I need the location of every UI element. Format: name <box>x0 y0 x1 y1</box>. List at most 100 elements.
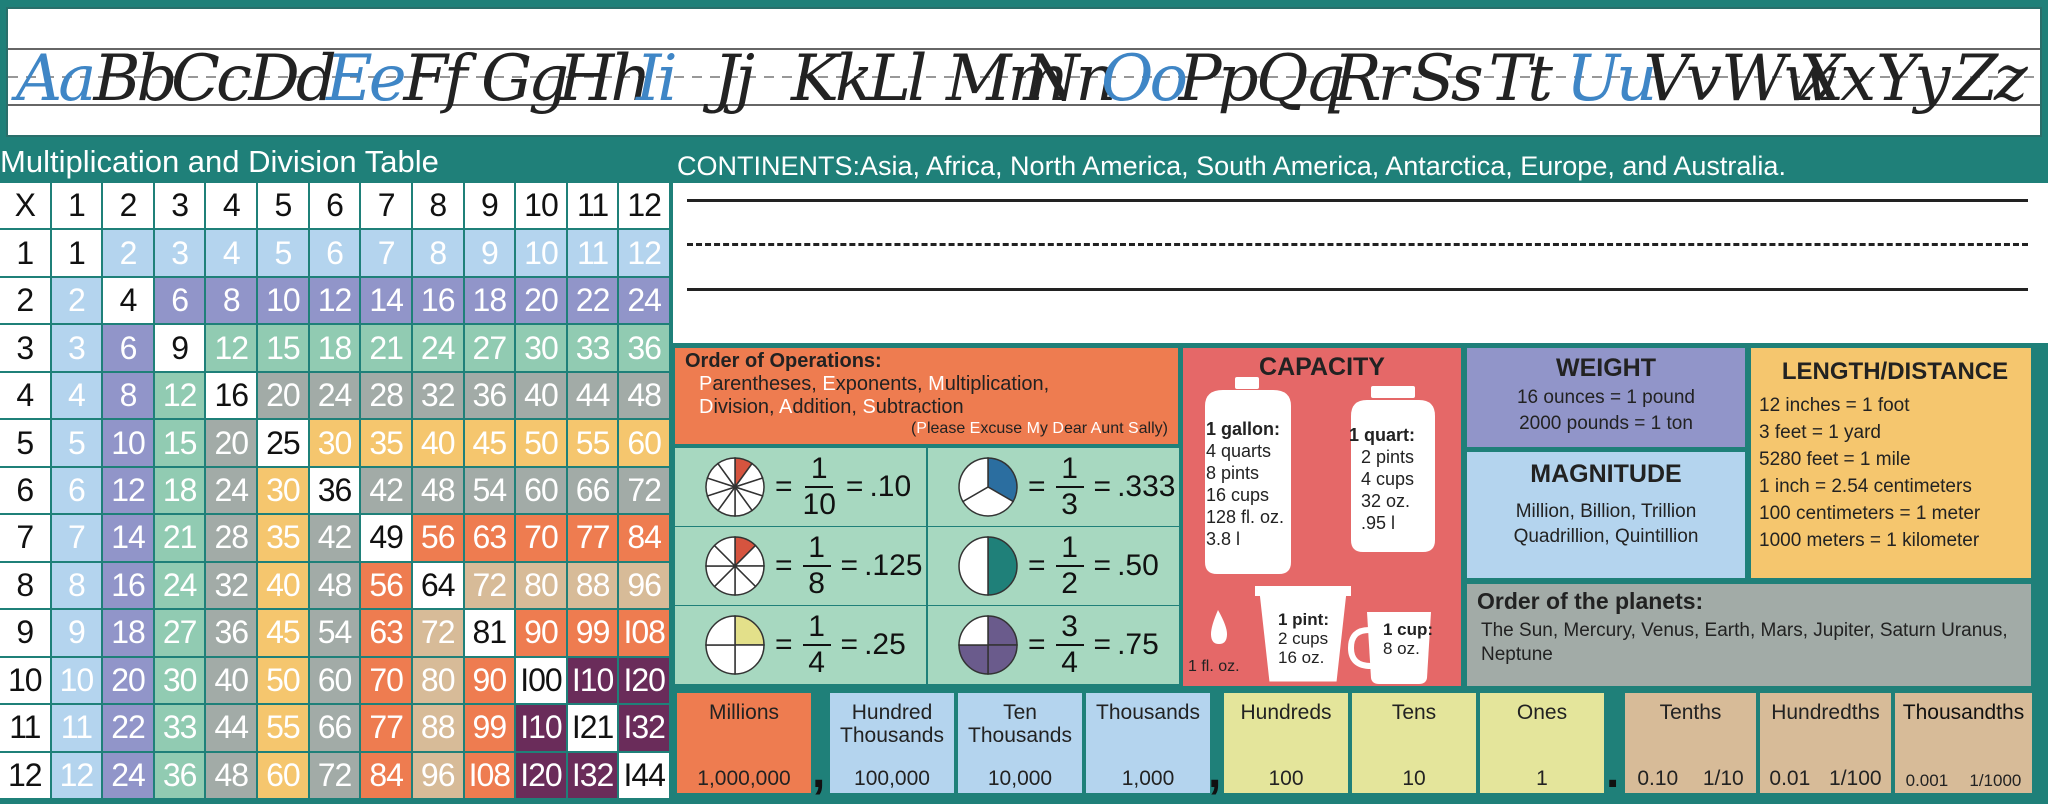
table-cell: 20 <box>258 372 308 419</box>
table-cell: 22 <box>103 705 153 751</box>
quart-label: 1 quart: 2 pints 4 cups 32 oz. .95 l <box>1349 425 1416 533</box>
table-cell: 3 <box>51 325 102 371</box>
length-fact: 3 feet = 1 yard <box>1759 422 1881 443</box>
cursive-letter-pair: Uu <box>1566 42 1657 116</box>
table-column-header: 7 <box>361 183 411 229</box>
place-value-label: Ones <box>1516 701 1568 724</box>
paren-open: ( <box>910 420 917 437</box>
fractions-panel: = 1 10 = .10 = 1 3 = .333 = 1 8 = .125 = 1 2 = .50 = 1 4 = .25 = 3… <box>675 448 1179 685</box>
fraction-pie-icon <box>705 457 765 517</box>
table-cell: I32 <box>567 752 618 798</box>
place-value-column: Ones 1 <box>1480 693 1604 793</box>
table-row-header: 10 <box>0 657 50 704</box>
table-cell: 72 <box>309 752 360 798</box>
fraction-row: = 1 3 = .333 <box>928 448 1179 526</box>
table-cell: 80 <box>412 657 463 704</box>
table-cell: I10 <box>567 657 618 704</box>
table-cell: 56 <box>361 562 411 609</box>
quart-equivalent: 2 pints <box>1361 447 1415 467</box>
place-value-number: 1 <box>1536 767 1548 790</box>
table-cell: 24 <box>619 277 669 324</box>
place-value-column: Hundred Thousands 100,000 <box>830 693 954 793</box>
table-row-header: 11 <box>0 705 50 751</box>
table-cell: 18 <box>154 467 205 514</box>
pemdas-mnemonic: (Please Excuse My Dear Aunt Sally) <box>685 419 1168 439</box>
place-value-number: 100,000 <box>854 767 930 790</box>
table-cell: 2 <box>103 230 153 276</box>
table-cell: 54 <box>309 610 360 656</box>
place-value-number: 0.10 1/10 <box>1625 767 1756 791</box>
place-value-number: 10 <box>1402 767 1426 790</box>
table-cell: 72 <box>619 467 669 514</box>
fraction-denominator: 3 <box>1061 488 1078 521</box>
gallon-equivalent: 3.8 l <box>1206 529 1241 549</box>
fraction-numerator: 1 <box>810 452 828 485</box>
table-cell: 20 <box>516 277 566 324</box>
table-cell: 6 <box>51 467 102 514</box>
cursive-letter-pair: Bb <box>93 42 178 116</box>
planets-list: The Sun, Mercury, Venus, Earth, Mars, Ju… <box>1481 620 2008 665</box>
pie-slice <box>958 615 989 646</box>
cursive-letter-pair: Vv <box>1643 42 1722 116</box>
place-value-number: 0.01 1/100 <box>1760 767 1891 791</box>
fraction-pie-icon <box>958 536 1018 596</box>
table-cell: 81 <box>464 610 515 656</box>
table-row-header: 5 <box>0 420 50 466</box>
table-cell: 36 <box>464 372 515 419</box>
fraction-row: = 1 4 = .25 <box>675 606 926 684</box>
fraction-row: = 1 2 = .50 <box>928 527 1179 605</box>
table-cell: I20 <box>619 657 669 704</box>
table-cell: 36 <box>206 610 257 656</box>
table-cell: 15 <box>154 420 205 466</box>
table-row-header: 1 <box>0 230 50 276</box>
table-cell: 5 <box>258 230 308 276</box>
table-cell: 24 <box>154 562 205 609</box>
pemdas-initial: S <box>1127 420 1139 437</box>
table-cell: I00 <box>516 657 566 704</box>
table-cell: I21 <box>567 705 618 751</box>
table-cell: 63 <box>464 515 515 561</box>
pemdas-initial: M <box>928 373 945 395</box>
table-cell: 10 <box>516 230 566 276</box>
table-cell: 7 <box>51 515 102 561</box>
table-cell: 27 <box>154 610 205 656</box>
length-fact: 12 inches = 1 foot <box>1759 395 1910 416</box>
table-column-header: 3 <box>154 183 205 229</box>
table-cell: 44 <box>567 372 618 419</box>
gallon-equivalent: 128 fl. oz. <box>1206 507 1285 527</box>
table-cell: 14 <box>103 515 153 561</box>
cursive-letter-pair: Ii <box>636 42 678 116</box>
table-cell: 18 <box>309 325 360 371</box>
table-cell: 30 <box>258 467 308 514</box>
decimal-value: .333 <box>1117 470 1176 503</box>
table-row-header: 2 <box>0 277 50 324</box>
table-cell: 70 <box>361 657 411 704</box>
fraction-numerator: 1 <box>1061 452 1078 485</box>
pie-slice <box>734 644 765 675</box>
table-cell: 9 <box>51 610 102 656</box>
fraction-pie-icon <box>705 536 765 596</box>
table-cell: 6 <box>103 325 153 371</box>
pie-slice <box>713 536 736 568</box>
table-cell: 35 <box>258 515 308 561</box>
table-cell: 96 <box>619 562 669 609</box>
pie-slice <box>987 615 1018 646</box>
pemdas-line-2: Division, Addition, Subtraction <box>685 396 1168 419</box>
planets-panel: Order of the planets: The Sun, Mercury, … <box>1467 584 2031 686</box>
equals-sign: = <box>1028 549 1046 582</box>
length-distance-panel: LENGTH/DISTANCE 12 inches = 1 foot 3 feet… <box>1751 348 2031 578</box>
cursive-letter-pair: Xx <box>1798 42 1877 116</box>
table-cell: 60 <box>309 657 360 704</box>
table-row-header: 8 <box>0 562 50 609</box>
cursive-letter-pair: Hh <box>558 42 652 116</box>
cup-label: 1 cup: 8 oz. <box>1383 620 1434 658</box>
place-value-decimal: 0.01 <box>1769 767 1811 790</box>
table-cell: 66 <box>309 705 360 751</box>
table-column-header: 1 <box>51 183 102 229</box>
table-cell: 36 <box>619 325 669 371</box>
table-cell: 1 <box>51 230 102 276</box>
magnitude-panel: MAGNITUDE Million, Billion, Trillion Quad… <box>1467 452 1745 578</box>
table-cell: 48 <box>412 467 463 514</box>
pemdas-word-rest: ddition, <box>792 396 863 418</box>
table-cell: 10 <box>103 420 153 466</box>
